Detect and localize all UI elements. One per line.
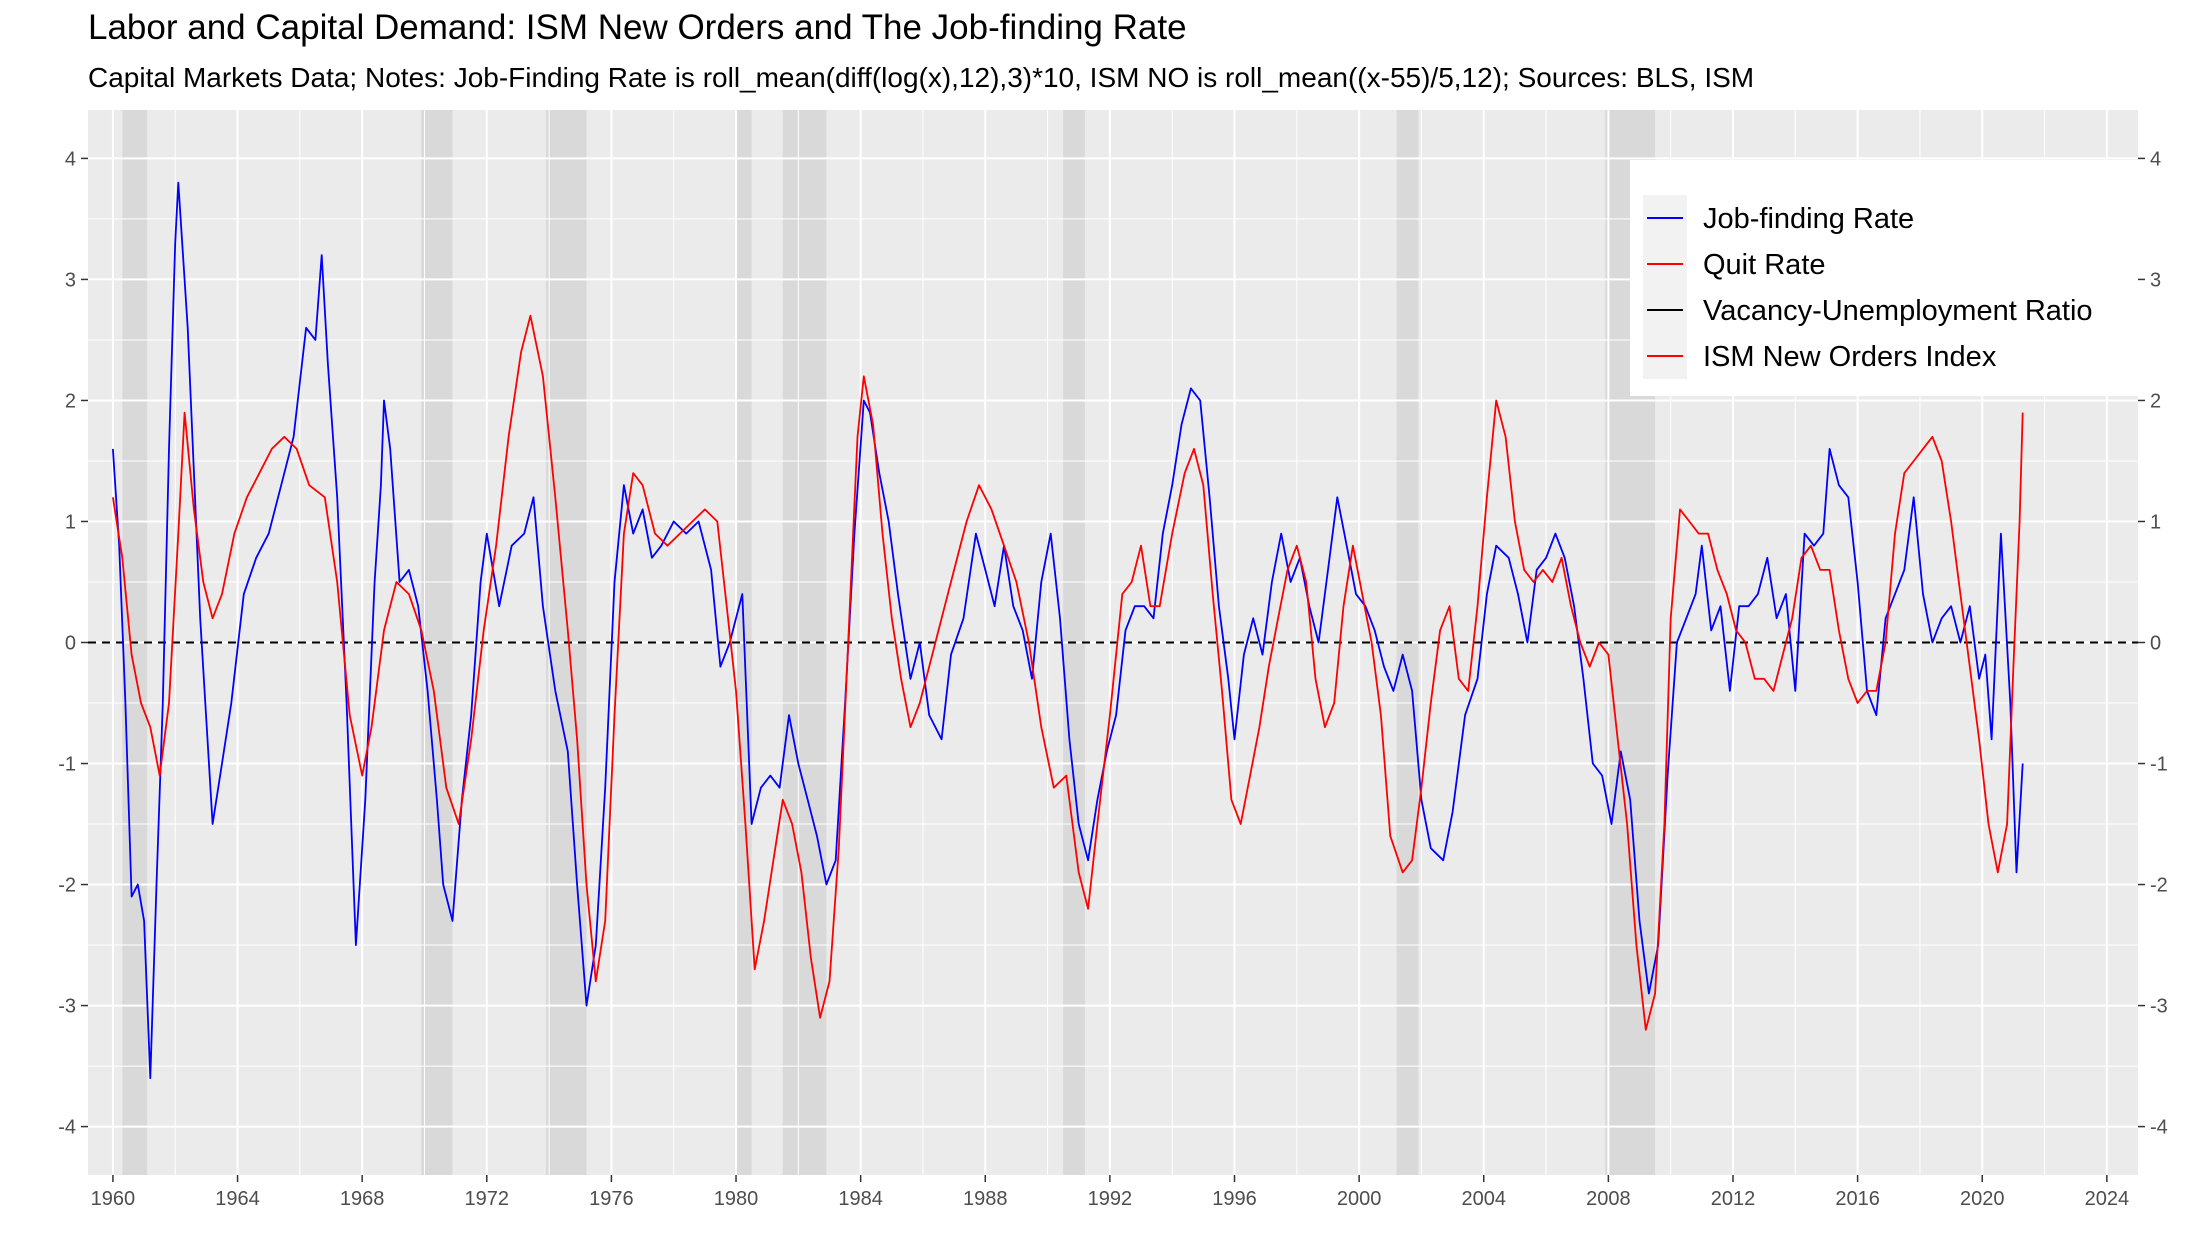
legend-box bbox=[1630, 160, 2138, 396]
x-tick-label: 1964 bbox=[215, 1188, 260, 1210]
y-tick-label-right: -3 bbox=[2150, 996, 2168, 1018]
x-tick-label: 1972 bbox=[465, 1188, 510, 1210]
x-axis: 1960 1964 1968 1972 1976 1980 1984 1988 1992 1996… bbox=[91, 1175, 2129, 1210]
y-tick-label: -4 bbox=[58, 1117, 76, 1139]
x-tick-label: 2008 bbox=[1586, 1188, 1631, 1210]
y-axis-left: -4 -3 -2 -1 0 1 2 3 4 bbox=[58, 148, 88, 1139]
x-tick-label: 1988 bbox=[963, 1188, 1008, 1210]
x-tick-label: 1996 bbox=[1212, 1188, 1257, 1210]
y-tick-label: 0 bbox=[65, 633, 76, 655]
x-tick-label: 1968 bbox=[340, 1188, 385, 1210]
x-tick-label: 1960 bbox=[91, 1188, 136, 1210]
x-tick-label: 1976 bbox=[589, 1188, 634, 1210]
y-tick-label: 2 bbox=[65, 390, 76, 412]
x-tick-label: 2016 bbox=[1835, 1188, 1880, 1210]
series-line-0 bbox=[112, 181, 2024, 1080]
y-tick-label: -2 bbox=[58, 875, 76, 897]
legend-label: Vacancy-Unemployment Ratio bbox=[1703, 295, 2093, 327]
y-tick-label: -3 bbox=[58, 996, 76, 1018]
x-tick-label: 1980 bbox=[714, 1188, 759, 1210]
legend: Job-finding Rate Quit Rate Vacancy-Unemplo… bbox=[1630, 160, 2138, 396]
legend-label: Quit Rate bbox=[1703, 249, 1826, 281]
y-tick-label-right: 4 bbox=[2150, 148, 2161, 170]
x-tick-label: 1992 bbox=[1088, 1188, 1133, 1210]
y-tick-label: 3 bbox=[65, 269, 76, 291]
x-tick-label: 2000 bbox=[1337, 1188, 1382, 1210]
x-tick-label: 2012 bbox=[1711, 1188, 1756, 1210]
chart-subtitle: Capital Markets Data; Notes: Job-Finding… bbox=[88, 62, 1755, 93]
x-tick-label: 2004 bbox=[1461, 1188, 1506, 1210]
y-tick-label-right: 3 bbox=[2150, 269, 2161, 291]
series-lines bbox=[112, 181, 2024, 1080]
legend-label: ISM New Orders Index bbox=[1703, 341, 1997, 373]
y-tick-label-right: 2 bbox=[2150, 390, 2161, 412]
x-tick-label: 2024 bbox=[2085, 1188, 2130, 1210]
y-tick-label-right: 1 bbox=[2150, 511, 2161, 533]
series-line-1 bbox=[112, 314, 2024, 1031]
y-axis-right: -4 -3 -2 -1 0 1 2 3 4 bbox=[2138, 148, 2168, 1139]
legend-label: Job-finding Rate bbox=[1703, 203, 1914, 235]
y-tick-label: 4 bbox=[65, 148, 76, 170]
y-tick-label-right: -4 bbox=[2150, 1117, 2168, 1139]
x-tick-label: 2020 bbox=[1960, 1188, 2005, 1210]
chart-title: Labor and Capital Demand: ISM New Orders… bbox=[88, 8, 1187, 47]
y-tick-label: 1 bbox=[65, 511, 76, 533]
y-tick-label-right: -2 bbox=[2150, 875, 2168, 897]
x-tick-label: 1984 bbox=[838, 1188, 883, 1210]
y-tick-label-right: 0 bbox=[2150, 633, 2161, 655]
y-tick-label-right: -1 bbox=[2150, 754, 2168, 776]
y-tick-label: -1 bbox=[58, 754, 76, 776]
